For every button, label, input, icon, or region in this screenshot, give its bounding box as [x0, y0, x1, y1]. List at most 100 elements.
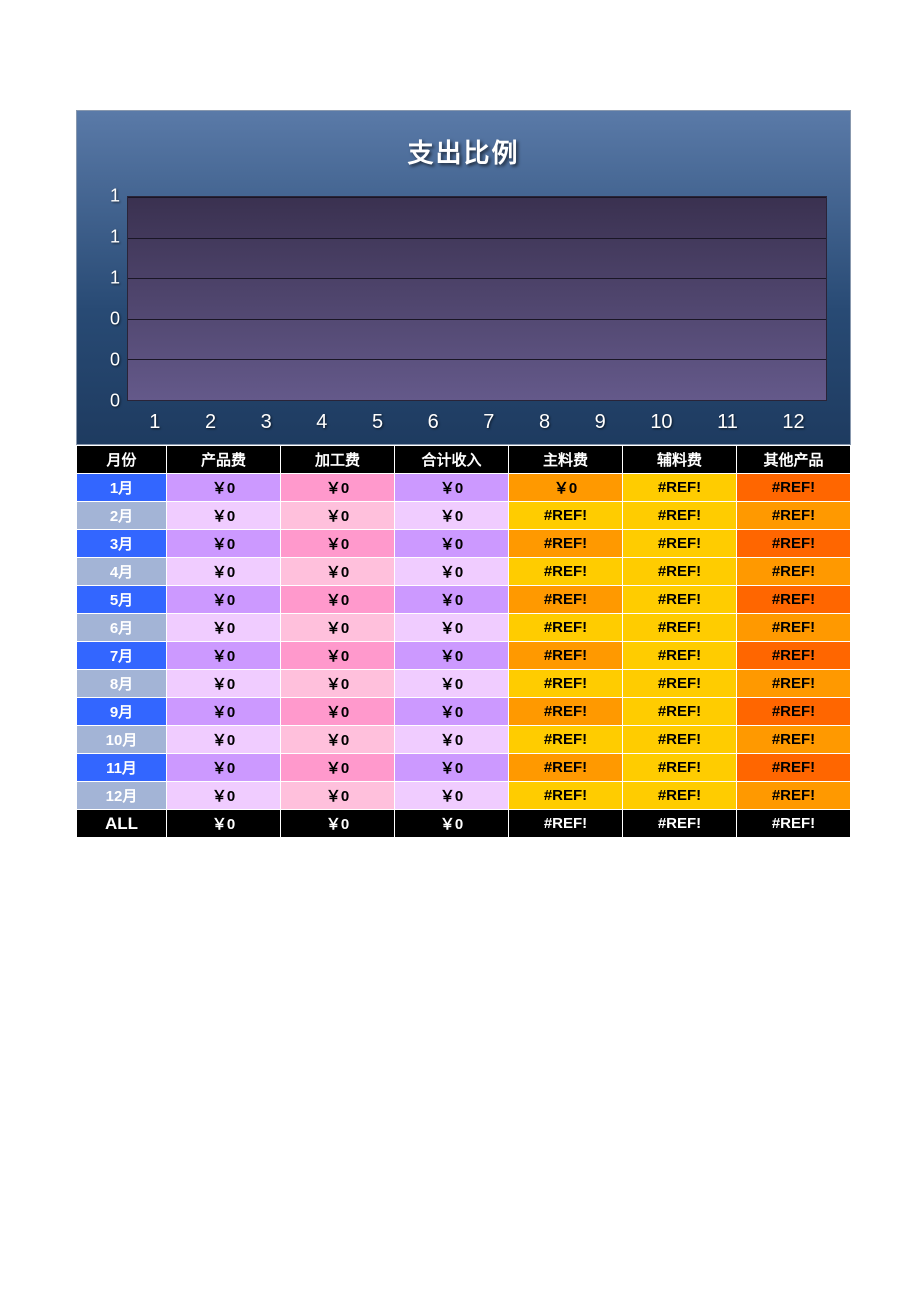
data-cell[interactable]: ￥0: [281, 726, 395, 754]
data-cell[interactable]: ￥0: [281, 586, 395, 614]
month-cell[interactable]: 8月: [77, 670, 167, 698]
data-cell[interactable]: #REF!: [737, 558, 851, 586]
month-cell[interactable]: 5月: [77, 586, 167, 614]
col-header-month[interactable]: 月份: [77, 446, 167, 474]
month-cell[interactable]: 3月: [77, 530, 167, 558]
data-cell[interactable]: ￥0: [167, 586, 281, 614]
month-cell[interactable]: 10月: [77, 726, 167, 754]
data-cell[interactable]: #REF!: [623, 754, 737, 782]
data-cell[interactable]: ￥0: [167, 782, 281, 810]
month-cell[interactable]: 12月: [77, 782, 167, 810]
data-cell[interactable]: ￥0: [281, 474, 395, 502]
month-cell[interactable]: 6月: [77, 614, 167, 642]
data-cell[interactable]: #REF!: [509, 670, 623, 698]
total-label[interactable]: ALL: [77, 810, 167, 838]
data-cell[interactable]: ￥0: [395, 502, 509, 530]
data-cell[interactable]: #REF!: [623, 586, 737, 614]
data-cell[interactable]: #REF!: [509, 642, 623, 670]
data-cell[interactable]: #REF!: [737, 698, 851, 726]
data-cell[interactable]: #REF!: [737, 530, 851, 558]
data-cell[interactable]: #REF!: [737, 474, 851, 502]
data-cell[interactable]: #REF!: [737, 782, 851, 810]
data-cell[interactable]: ￥0: [281, 642, 395, 670]
total-cell[interactable]: #REF!: [623, 810, 737, 838]
data-cell[interactable]: #REF!: [623, 530, 737, 558]
data-cell[interactable]: #REF!: [737, 642, 851, 670]
data-cell[interactable]: #REF!: [737, 614, 851, 642]
data-cell[interactable]: ￥0: [281, 782, 395, 810]
month-cell[interactable]: 9月: [77, 698, 167, 726]
chart-xtick: 4: [316, 411, 327, 441]
data-cell[interactable]: #REF!: [509, 614, 623, 642]
data-cell[interactable]: ￥0: [167, 530, 281, 558]
data-cell[interactable]: ￥0: [395, 642, 509, 670]
data-cell[interactable]: ￥0: [167, 474, 281, 502]
data-cell[interactable]: ￥0: [167, 726, 281, 754]
month-cell[interactable]: 4月: [77, 558, 167, 586]
data-cell[interactable]: #REF!: [509, 698, 623, 726]
data-cell[interactable]: #REF!: [737, 670, 851, 698]
data-cell[interactable]: #REF!: [623, 502, 737, 530]
col-header-main-mat[interactable]: 主料费: [509, 446, 623, 474]
data-cell[interactable]: #REF!: [623, 474, 737, 502]
data-cell[interactable]: #REF!: [509, 502, 623, 530]
data-cell[interactable]: ￥0: [281, 530, 395, 558]
data-cell[interactable]: #REF!: [509, 782, 623, 810]
data-cell[interactable]: ￥0: [167, 698, 281, 726]
data-cell[interactable]: ￥0: [167, 502, 281, 530]
data-cell[interactable]: #REF!: [509, 558, 623, 586]
data-cell[interactable]: ￥0: [395, 754, 509, 782]
data-cell[interactable]: ￥0: [395, 474, 509, 502]
data-cell[interactable]: ￥0: [395, 698, 509, 726]
total-cell[interactable]: ￥0: [281, 810, 395, 838]
chart-xtick: 10: [650, 411, 672, 441]
month-cell[interactable]: 7月: [77, 642, 167, 670]
data-cell[interactable]: ￥0: [167, 670, 281, 698]
col-header-process-fee[interactable]: 加工费: [281, 446, 395, 474]
data-cell[interactable]: #REF!: [509, 726, 623, 754]
data-cell[interactable]: ￥0: [281, 502, 395, 530]
data-cell[interactable]: ￥0: [167, 754, 281, 782]
data-cell[interactable]: ￥0: [167, 614, 281, 642]
data-cell[interactable]: #REF!: [623, 670, 737, 698]
data-cell[interactable]: ￥0: [281, 670, 395, 698]
data-cell[interactable]: ￥0: [395, 782, 509, 810]
data-cell[interactable]: ￥0: [281, 558, 395, 586]
data-cell[interactable]: ￥0: [281, 614, 395, 642]
data-cell[interactable]: #REF!: [737, 502, 851, 530]
month-cell[interactable]: 1月: [77, 474, 167, 502]
data-cell[interactable]: #REF!: [623, 642, 737, 670]
total-cell[interactable]: #REF!: [509, 810, 623, 838]
total-cell[interactable]: ￥0: [167, 810, 281, 838]
data-cell[interactable]: #REF!: [509, 586, 623, 614]
col-header-product-fee[interactable]: 产品费: [167, 446, 281, 474]
col-header-aux-mat[interactable]: 辅料费: [623, 446, 737, 474]
col-header-total-income[interactable]: 合计收入: [395, 446, 509, 474]
data-cell[interactable]: ￥0: [395, 726, 509, 754]
col-header-other-prod[interactable]: 其他产品: [737, 446, 851, 474]
data-cell[interactable]: ￥0: [167, 642, 281, 670]
data-cell[interactable]: #REF!: [623, 558, 737, 586]
data-cell[interactable]: #REF!: [623, 726, 737, 754]
data-cell[interactable]: #REF!: [623, 698, 737, 726]
data-cell[interactable]: #REF!: [737, 726, 851, 754]
data-cell[interactable]: #REF!: [623, 782, 737, 810]
month-cell[interactable]: 2月: [77, 502, 167, 530]
data-cell[interactable]: ￥0: [395, 558, 509, 586]
data-cell[interactable]: #REF!: [509, 754, 623, 782]
data-cell[interactable]: ￥0: [281, 754, 395, 782]
data-cell[interactable]: #REF!: [737, 754, 851, 782]
data-cell[interactable]: ￥0: [395, 586, 509, 614]
data-cell[interactable]: ￥0: [509, 474, 623, 502]
data-cell[interactable]: ￥0: [395, 530, 509, 558]
data-cell[interactable]: ￥0: [281, 698, 395, 726]
data-cell[interactable]: #REF!: [509, 530, 623, 558]
total-cell[interactable]: #REF!: [737, 810, 851, 838]
month-cell[interactable]: 11月: [77, 754, 167, 782]
data-cell[interactable]: #REF!: [623, 614, 737, 642]
data-cell[interactable]: ￥0: [167, 558, 281, 586]
data-cell[interactable]: ￥0: [395, 614, 509, 642]
data-cell[interactable]: ￥0: [395, 670, 509, 698]
data-cell[interactable]: #REF!: [737, 586, 851, 614]
total-cell[interactable]: ￥0: [395, 810, 509, 838]
